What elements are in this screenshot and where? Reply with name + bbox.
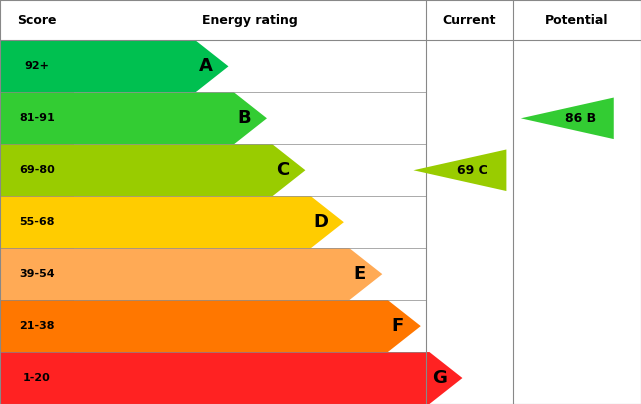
Text: 1-20: 1-20	[23, 373, 51, 383]
Text: 69 C: 69 C	[458, 164, 488, 177]
FancyBboxPatch shape	[0, 40, 74, 93]
Text: 39-54: 39-54	[19, 269, 54, 279]
Polygon shape	[74, 300, 420, 352]
FancyBboxPatch shape	[0, 248, 74, 300]
Text: F: F	[392, 317, 404, 335]
Text: C: C	[276, 161, 289, 179]
Text: 55-68: 55-68	[19, 217, 54, 227]
Text: Energy rating: Energy rating	[202, 14, 298, 27]
Text: G: G	[432, 369, 447, 387]
Polygon shape	[74, 93, 267, 144]
Text: D: D	[313, 213, 328, 231]
Text: A: A	[199, 57, 212, 76]
Polygon shape	[413, 149, 506, 191]
Text: Current: Current	[443, 14, 496, 27]
Polygon shape	[74, 196, 344, 248]
FancyBboxPatch shape	[0, 93, 74, 144]
Text: E: E	[353, 265, 365, 283]
Text: B: B	[237, 109, 251, 127]
FancyBboxPatch shape	[0, 144, 74, 196]
Text: 86 B: 86 B	[565, 112, 595, 125]
Text: 92+: 92+	[24, 61, 49, 72]
Polygon shape	[74, 352, 462, 404]
Text: 81-91: 81-91	[19, 113, 54, 123]
Text: 21-38: 21-38	[19, 321, 54, 331]
Text: Potential: Potential	[545, 14, 609, 27]
Polygon shape	[74, 40, 228, 93]
FancyBboxPatch shape	[0, 196, 74, 248]
FancyBboxPatch shape	[0, 300, 74, 352]
Polygon shape	[74, 144, 305, 196]
Polygon shape	[74, 248, 382, 300]
Text: 69-80: 69-80	[19, 165, 54, 175]
Text: Score: Score	[17, 14, 56, 27]
Polygon shape	[520, 97, 614, 139]
FancyBboxPatch shape	[0, 352, 74, 404]
